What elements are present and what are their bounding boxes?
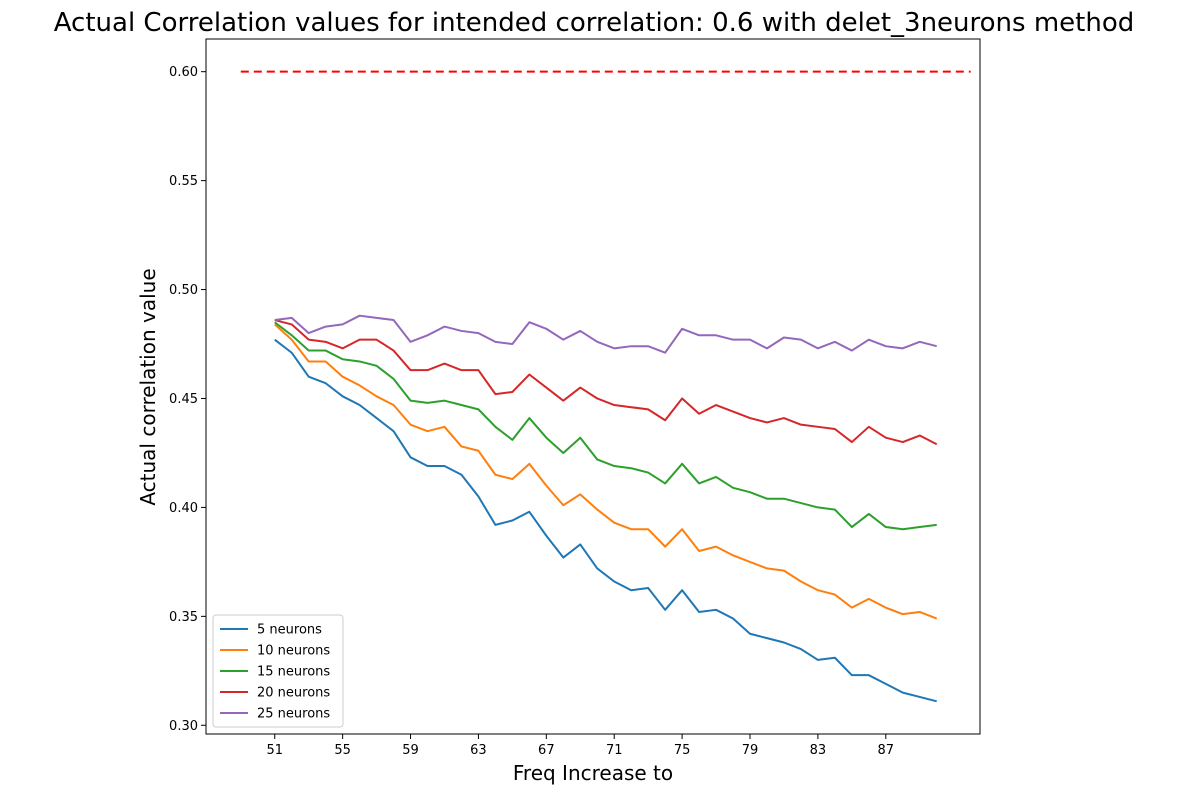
legend-label: 5 neurons — [257, 623, 322, 638]
legend-box — [212, 614, 344, 728]
x-tick-label: 75 — [674, 743, 691, 758]
x-axis-label: Freq Increase to — [513, 761, 673, 785]
x-tick-label: 55 — [334, 743, 351, 758]
x-tick-label: 51 — [266, 743, 283, 758]
y-tick-label: 0.40 — [169, 501, 198, 516]
x-tick-label: 79 — [742, 743, 759, 758]
y-axis-label: Actual correlation value — [136, 268, 160, 505]
series-line-5 — [274, 314, 937, 354]
x-tick-label: 83 — [810, 743, 827, 758]
legend: 5 neurons 10 neurons 15 neurons 20 neurons 2… — [212, 614, 344, 728]
legend-label: 10 neurons — [257, 644, 330, 659]
series-line-3 — [274, 321, 937, 531]
legend-label: 15 neurons — [257, 665, 330, 680]
y-axis: 0.30 0.35 0.40 0.45 0.50 0.55 0.60 — [169, 65, 206, 734]
y-tick-label: 0.35 — [169, 610, 198, 625]
series-line-4 — [274, 319, 938, 446]
y-tick-label: 0.30 — [169, 719, 198, 734]
series-lines — [274, 314, 938, 703]
y-tick-label: 0.55 — [169, 174, 198, 189]
x-axis: 51 55 59 63 67 71 75 79 83 87 — [266, 734, 894, 758]
x-tick-label: 71 — [606, 743, 623, 758]
chart-title: Actual Correlation values for intended c… — [54, 8, 1135, 38]
legend-label: 20 neurons — [257, 686, 330, 701]
y-tick-label: 0.50 — [169, 283, 198, 298]
series-line-1 — [274, 338, 937, 703]
series-line-2 — [274, 323, 938, 620]
x-tick-label: 63 — [470, 743, 487, 758]
legend-label: 25 neurons — [257, 707, 330, 722]
x-tick-label: 87 — [878, 743, 895, 758]
y-tick-label: 0.60 — [169, 65, 198, 80]
x-tick-label: 67 — [538, 743, 555, 758]
x-tick-label: 59 — [402, 743, 419, 758]
y-tick-label: 0.45 — [169, 392, 198, 407]
